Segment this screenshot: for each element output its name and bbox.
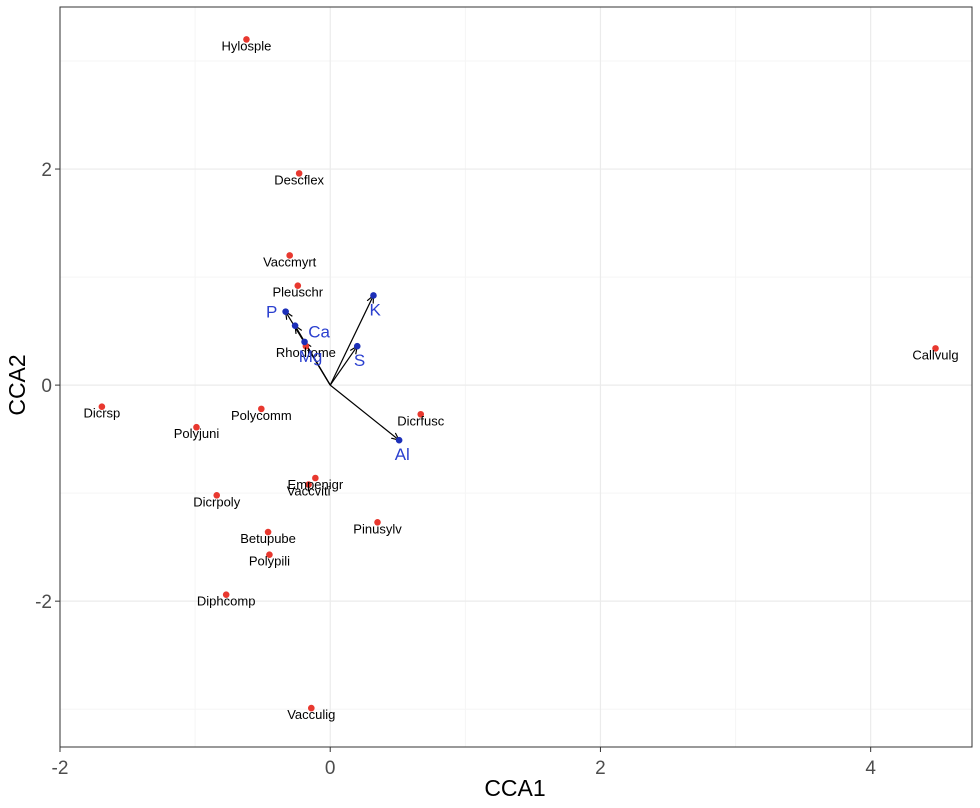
species-point-polyjuni — [193, 423, 200, 431]
species-label-vaccmyrt: Vaccmyrt — [263, 254, 317, 269]
env-point-mg — [301, 338, 308, 346]
species-label-vacculig: Vacculig — [287, 707, 335, 722]
species-point-dicrsp — [98, 403, 106, 411]
species-label-polycomm: Polycomm — [231, 408, 292, 423]
env-arrow-mg — [305, 342, 331, 386]
x-tick-label: 4 — [865, 758, 876, 779]
species-point-betupube — [264, 528, 272, 536]
species-label-dicrfusc: Dicrfusc — [397, 413, 444, 428]
species-label-rhodtome: Rhodtome — [276, 345, 336, 360]
species-label-dicrpoly: Dicrpoly — [193, 494, 240, 509]
plot-panel-background — [60, 7, 972, 747]
species-label-callvulg: Callvulg — [912, 347, 958, 362]
species-point-empenigr — [312, 474, 319, 482]
species-label-pleuschr: Pleuschr — [273, 285, 324, 300]
env-label-al: Al — [395, 445, 410, 464]
y-axis-title: CCA2 — [4, 354, 30, 415]
species-point-vaccmyrt — [286, 252, 293, 259]
species-label-polypili: Polypili — [249, 554, 290, 569]
env-label-s: S — [354, 351, 365, 370]
data-points — [98, 36, 939, 712]
env-label-k: K — [370, 300, 382, 319]
species-point-polycomm — [258, 405, 265, 413]
grid-lines — [59, 7, 972, 747]
species-point-callvulg — [932, 345, 939, 352]
species-label-polyjuni: Polyjuni — [174, 426, 220, 441]
species-point-pinusylv — [374, 518, 381, 526]
env-point-ca — [291, 322, 299, 329]
species-point-vaccviti — [305, 481, 312, 488]
x-tick-label: 0 — [325, 758, 336, 779]
env-point-s — [353, 342, 361, 350]
env-arrow-k — [329, 295, 373, 386]
x-axis-title: CCA1 — [484, 775, 545, 801]
species-label-hylosple: Hylosple — [222, 38, 272, 53]
x-tick-label: -2 — [52, 758, 69, 779]
env-point-al — [395, 436, 403, 444]
species-label-descflex: Descflex — [274, 172, 324, 187]
env-arrow-s — [329, 346, 357, 386]
env-label-ca: Ca — [308, 323, 330, 342]
env-point-k — [370, 292, 377, 299]
species-point-dicrfusc — [417, 410, 425, 418]
env-arrow-al — [329, 384, 399, 440]
species-label-pinusylv: Pinusylv — [353, 521, 402, 536]
x-tick-label: 2 — [595, 758, 606, 779]
environment-arrows — [286, 295, 399, 440]
species-point-vacculig — [308, 704, 315, 712]
species-point-dicrpoly — [213, 491, 221, 499]
species-point-diphcomp — [222, 591, 230, 598]
env-label-mg: Mg — [299, 347, 323, 366]
env-point-p — [282, 308, 289, 315]
data-labels: Hylosple Descflex Vaccmyrt Pleuschr Rhodtome… — [83, 38, 958, 722]
species-point-descflex — [295, 170, 303, 177]
env-label-p: P — [266, 303, 277, 322]
axis-ticks: -2 0 2 4 -2 0 2 — [35, 160, 876, 779]
species-point-hylosple — [243, 36, 250, 43]
y-tick-label: 2 — [41, 160, 52, 181]
species-label-vaccviti: Vaccviti — [287, 483, 331, 498]
y-tick-label: 0 — [41, 376, 52, 397]
species-label-betupube: Betupube — [240, 531, 296, 546]
species-point-polypili — [266, 551, 273, 559]
species-label-dicrsp: Dicrsp — [83, 406, 120, 421]
species-label-empenigr: Empenigr — [288, 477, 344, 492]
species-label-diphcomp: Diphcomp — [197, 594, 256, 609]
species-point-pleuschr — [294, 282, 302, 290]
plot-panel-border — [59, 6, 973, 748]
y-tick-label: -2 — [35, 592, 52, 613]
